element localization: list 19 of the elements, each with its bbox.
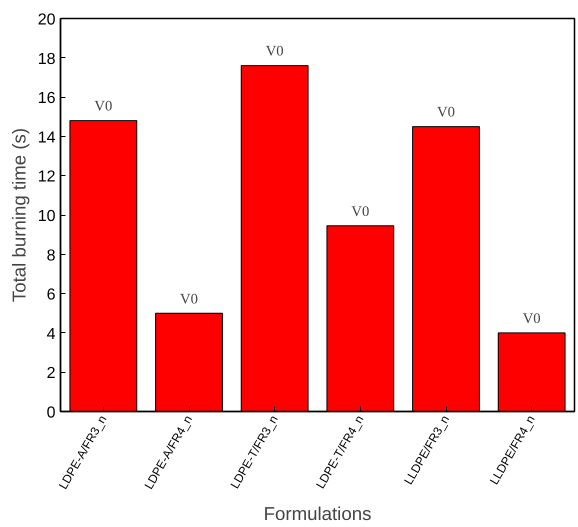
y-tick-label: 14 bbox=[38, 129, 56, 146]
data-label: V0 bbox=[266, 44, 284, 60]
y-tick-label: 16 bbox=[38, 90, 56, 108]
data-label: V0 bbox=[522, 310, 541, 327]
y-tick-label: 4 bbox=[46, 326, 56, 343]
x-axis-title: Formulations bbox=[264, 503, 372, 524]
y-tick-label: 6 bbox=[46, 286, 56, 304]
y-tick-label: 10 bbox=[38, 208, 56, 225]
y-tick-label: 8 bbox=[46, 247, 56, 264]
data-label: V0 bbox=[437, 104, 455, 121]
data-label: V0 bbox=[94, 98, 112, 115]
y-axis-title: Total burning time (s) bbox=[8, 128, 30, 302]
y-tick-label: 18 bbox=[38, 50, 56, 68]
y-tick-label: 2 bbox=[46, 365, 56, 382]
y-tick-label: 12 bbox=[38, 168, 56, 186]
data-label: V0 bbox=[351, 204, 370, 220]
data-label: V0 bbox=[180, 291, 198, 308]
y-tick-label: 0 bbox=[46, 404, 56, 422]
y-tick-label: 20 bbox=[38, 12, 56, 28]
